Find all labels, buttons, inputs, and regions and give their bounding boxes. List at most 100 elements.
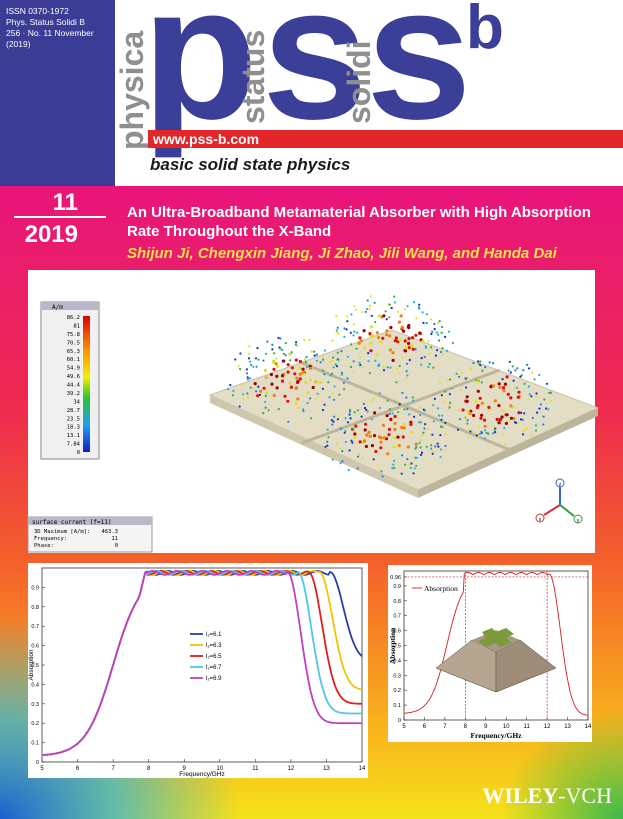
current-dot: [249, 386, 252, 389]
current-dot: [434, 354, 437, 357]
colorbar-tick: 34: [73, 399, 80, 405]
current-dot: [498, 385, 502, 389]
current-dot: [433, 397, 436, 400]
current-dot: [363, 346, 367, 350]
current-dot: [393, 414, 397, 419]
current-dot: [431, 433, 434, 436]
current-dot: [242, 397, 245, 400]
current-dot: [396, 368, 399, 371]
current-dot: [526, 363, 529, 366]
current-dot: [476, 389, 480, 393]
current-dot: [403, 308, 406, 311]
current-dot: [507, 369, 510, 372]
current-dot: [374, 449, 378, 454]
publisher-part: WILEY: [482, 783, 558, 808]
current-dot: [281, 348, 284, 352]
current-dot: [397, 320, 402, 324]
current-dot: [385, 414, 389, 418]
current-dot: [331, 339, 334, 342]
current-dot: [362, 439, 366, 443]
current-dot: [538, 407, 541, 410]
current-dot: [391, 358, 395, 362]
current-dot: [349, 365, 353, 369]
current-dot: [288, 352, 292, 356]
current-dot: [346, 320, 349, 323]
current-dot: [353, 330, 356, 333]
current-dot: [422, 408, 425, 411]
current-dot: [343, 388, 346, 391]
current-dot: [432, 404, 435, 407]
current-dot: [310, 350, 313, 353]
current-dot: [450, 387, 454, 390]
current-dot: [396, 310, 399, 313]
info-value: 0: [115, 543, 118, 549]
vertical-word: status: [235, 30, 271, 124]
current-dot: [374, 359, 377, 362]
current-dot: [501, 378, 504, 381]
current-dot: [545, 407, 548, 410]
current-dot: [351, 441, 354, 444]
current-dot: [406, 407, 409, 411]
current-dot: [436, 321, 440, 324]
current-dot: [393, 427, 397, 431]
current-dot: [349, 331, 352, 334]
current-dot: [542, 415, 545, 418]
current-dot: [294, 358, 298, 362]
authors: Shijun Ji, Chengxin Jiang, Ji Zhao, Jili…: [127, 245, 558, 262]
current-dot: [468, 411, 472, 415]
current-dot: [382, 314, 386, 318]
current-dot: [527, 367, 531, 370]
current-dot: [326, 428, 329, 431]
info-value: 11: [111, 536, 118, 542]
current-dot: [388, 408, 391, 411]
current-dot: [484, 366, 487, 369]
current-dot: [410, 462, 413, 465]
current-dot: [397, 411, 400, 414]
current-dot: [502, 433, 505, 437]
current-dot: [427, 352, 431, 355]
tagline: basic solid state physics: [150, 155, 350, 174]
current-dot: [427, 365, 430, 368]
current-dot: [508, 419, 511, 423]
current-dot: [318, 392, 321, 396]
current-dot: [378, 406, 381, 410]
current-dot: [405, 396, 408, 399]
current-dot: [387, 433, 391, 437]
current-dot: [264, 374, 268, 378]
current-dot: [523, 382, 526, 385]
current-dot: [315, 353, 318, 356]
current-dot: [499, 417, 503, 421]
current-dot: [388, 348, 392, 352]
current-dot: [428, 362, 431, 366]
current-dot: [308, 338, 311, 341]
current-dot: [352, 360, 355, 363]
current-dot: [406, 374, 409, 377]
current-dot: [517, 390, 521, 394]
y-tick-label: 0.3: [393, 673, 401, 679]
current-dot: [344, 417, 347, 420]
current-dot: [246, 372, 249, 375]
current-dot: [382, 365, 385, 368]
current-dot: [423, 355, 426, 359]
plot-left-frame: [28, 563, 368, 778]
current-dot: [401, 454, 404, 457]
current-dot: [479, 360, 482, 363]
current-dot: [384, 310, 387, 313]
current-dot: [460, 388, 463, 391]
current-dot: [346, 377, 349, 380]
current-dot: [264, 406, 267, 409]
current-dot: [401, 435, 405, 439]
current-dot: [369, 325, 374, 329]
current-dot: [356, 409, 360, 412]
y-tick-label: 0.7: [393, 614, 401, 620]
current-dot: [527, 397, 530, 400]
current-dot: [409, 466, 412, 469]
current-dot: [413, 415, 416, 418]
current-dot: [503, 427, 506, 430]
current-dot: [327, 436, 330, 439]
current-dot: [341, 460, 344, 463]
current-dot: [491, 362, 495, 365]
current-dot: [439, 455, 442, 459]
current-dot: [501, 408, 505, 412]
